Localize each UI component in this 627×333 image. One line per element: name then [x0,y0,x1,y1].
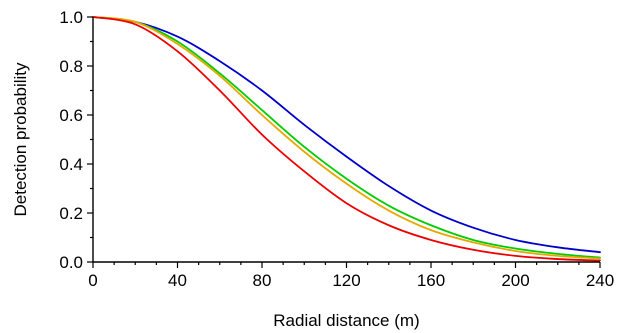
y-tick-label: 1.0 [59,8,83,27]
x-axis-ticks: 0 40 80 120 160 200 240 [88,262,614,290]
plot-series-group [92,16,601,262]
y-tick-label: 0.8 [59,57,83,76]
x-axis-title: Radial distance (m) [273,311,419,330]
axes-group [92,17,600,263]
x-tick-label: 80 [253,271,272,290]
series-line-4 [92,16,601,262]
axis-frame [92,17,600,263]
x-tick-label: 120 [332,271,360,290]
x-tick-label: 160 [417,271,445,290]
x-tick-label: 0 [88,271,97,290]
y-axis-ticks: 0.0 0.2 0.4 0.6 0.8 1.0 [59,8,93,272]
x-tick-label: 240 [586,271,614,290]
y-tick-label: 0.2 [59,204,83,223]
series-line-1 [92,16,601,254]
x-tick-label: 200 [501,271,529,290]
series-line-3 [92,16,601,260]
y-axis-title: Detection probability [11,62,30,217]
y-tick-label: 0.4 [59,155,83,174]
x-tick-label: 40 [168,271,187,290]
y-tick-label: 0.0 [59,253,83,272]
series-line-2 [92,16,601,259]
y-tick-label: 0.6 [59,106,83,125]
